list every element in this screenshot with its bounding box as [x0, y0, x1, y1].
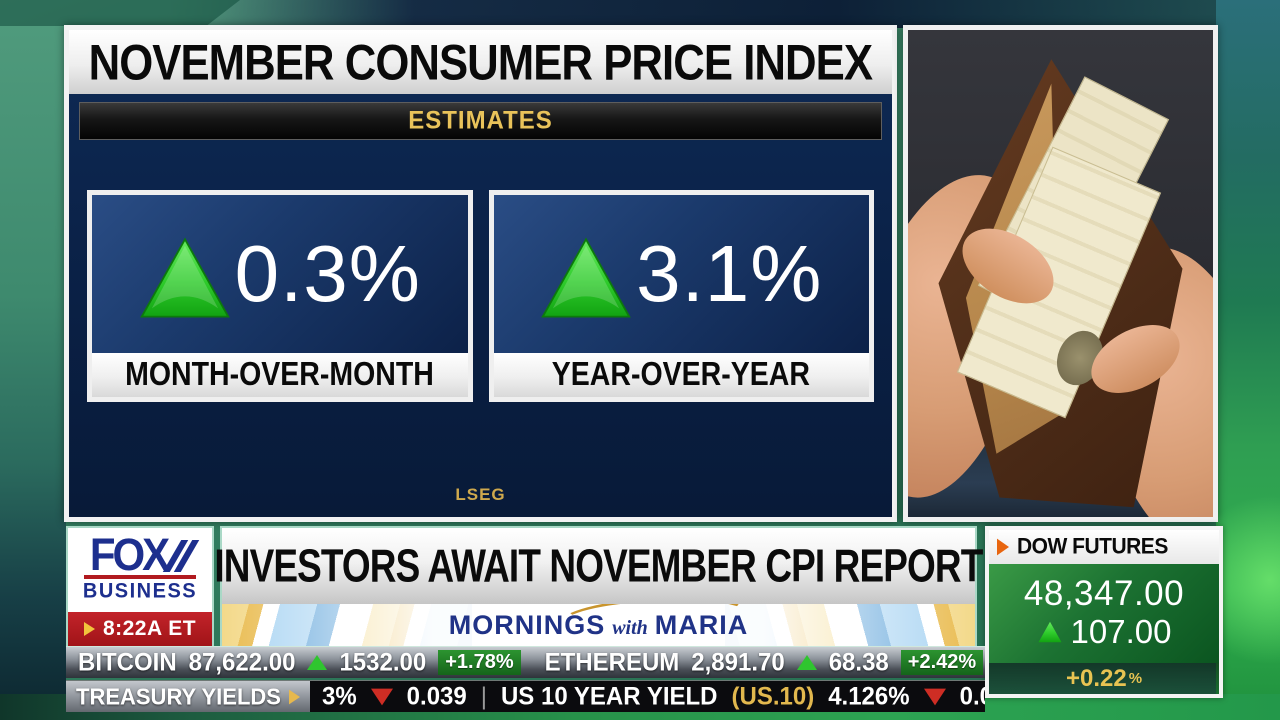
ticker-change: 1532.00 — [339, 647, 427, 677]
stat-value-area: 3.1% — [493, 195, 869, 353]
down-triangle-icon — [370, 688, 393, 705]
ticker-price: 87,622.00 — [188, 647, 296, 677]
ticker-symbol: ETHEREUM — [544, 647, 680, 677]
dow-futures-quote: 48,347.00 107.00 — [989, 564, 1219, 663]
treasury-ticker-label: TREASURY YIELDS — [66, 681, 310, 712]
background-left-column — [0, 26, 66, 698]
ticker-price: 2,891.70 — [691, 647, 785, 677]
headline-text: INVESTORS AWAIT NOVEMBER CPI REPORT — [214, 539, 983, 592]
dow-futures-label: DOW FUTURES — [1017, 534, 1168, 559]
up-triangle-icon — [541, 237, 631, 318]
ticker-percent-badge: +2.42% — [900, 650, 984, 675]
lower-third: INVESTORS AWAIT NOVEMBER CPI REPORT MORN… — [214, 526, 983, 648]
show-logo-part3: MARIA — [654, 609, 749, 640]
stat-label: YEAR-OVER-YEAR — [552, 356, 811, 393]
stat-year-over-year: 3.1% YEAR-OVER-YEAR — [488, 190, 874, 402]
treasury-ticker-row: TREASURY YIELDS 3% 0.039 | US 10 YEAR YI… — [66, 680, 985, 712]
dow-futures-value: 48,347.00 — [1023, 574, 1185, 614]
play-icon — [288, 689, 300, 704]
stat-value: 3.1% — [636, 229, 823, 318]
fox-wordmark: FOX — [89, 528, 170, 580]
dow-futures-change: 107.00 — [1070, 612, 1172, 650]
ten-year-yield-change: 0.033 — [959, 682, 985, 711]
show-logo-part2: with — [612, 616, 648, 639]
play-icon — [997, 538, 1009, 556]
stripe-fade — [222, 604, 975, 646]
stat-value-area: 0.3% — [92, 195, 468, 353]
fox-red-rule — [84, 575, 196, 580]
show-branding-band: MORNINGS with MARIA — [222, 604, 975, 646]
cpi-graphic-panel: NOVEMBER CONSUMER PRICE INDEX ESTIMATES … — [64, 25, 897, 522]
ticker-percent-badge: +1.78% — [438, 650, 521, 675]
ticker-entry-ethereum: ETHEREUM 2,891.70 68.38 +2.42% — [533, 647, 996, 678]
up-triangle-icon — [796, 655, 817, 670]
estimates-band: ESTIMATES — [79, 102, 882, 140]
stat-month-over-month: 0.3% MONTH-OVER-MONTH — [87, 190, 473, 402]
fox-business-logo: FOX BUSINESS — [68, 528, 212, 612]
stat-value: 0.3% — [234, 229, 421, 318]
wallet-photo — [903, 25, 1218, 522]
cpi-stats-row: 0.3% MONTH-OVER-MONTH 3.1% — [87, 190, 874, 402]
partial-yield-value: 3% — [321, 682, 357, 711]
ten-year-yield-name: US 10 YEAR YIELD — [500, 682, 718, 711]
dow-futures-header: DOW FUTURES — [989, 530, 1219, 564]
play-icon — [83, 622, 95, 636]
graphic-title: NOVEMBER CONSUMER PRICE INDEX — [88, 33, 873, 91]
ten-year-yield-code: (US.10) — [731, 682, 815, 711]
ticker-symbol: BITCOIN — [78, 647, 177, 677]
ten-year-yield-value: 4.126% — [828, 682, 910, 711]
up-triangle-icon — [139, 237, 230, 318]
background-top-strip — [170, 0, 1280, 28]
treasury-ticker-content: 3% 0.039 | US 10 YEAR YIELD (US.10) 4.12… — [310, 683, 985, 711]
dow-futures-percent-sign: % — [1128, 670, 1143, 687]
down-triangle-icon — [923, 688, 946, 705]
fox-business-bug: FOX BUSINESS 8:22A ET — [66, 526, 214, 648]
business-wordmark: BUSINESS — [82, 579, 198, 603]
ticker-pipe-divider: | — [480, 682, 487, 711]
timestamp: 8:22A ET — [102, 617, 197, 640]
show-logo: MORNINGS with MARIA — [449, 610, 749, 641]
headline-band: INVESTORS AWAIT NOVEMBER CPI REPORT — [214, 528, 983, 604]
stat-label: MONTH-OVER-MONTH — [125, 356, 435, 393]
crypto-ticker-row: BITCOIN 87,622.00 1532.00 +1.78% ETHEREU… — [66, 646, 985, 678]
partial-yield-change: 0.039 — [406, 682, 467, 711]
stat-label-band: YEAR-OVER-YEAR — [493, 353, 869, 397]
dow-futures-percent: +0.22 — [1065, 664, 1127, 692]
stat-label-band: MONTH-OVER-MONTH — [92, 353, 468, 397]
source-attribution: LSEG — [455, 485, 506, 504]
dow-futures-percent-band: +0.22 % — [989, 663, 1219, 694]
estimates-label: ESTIMATES — [408, 106, 553, 135]
timestamp-band: 8:22A ET — [68, 612, 212, 646]
dow-futures-panel: DOW FUTURES 48,347.00 107.00 +0.22 % — [985, 526, 1223, 698]
up-triangle-icon — [1038, 621, 1062, 643]
ticker-entry-bitcoin: BITCOIN 87,622.00 1532.00 +1.78% — [66, 647, 533, 678]
ticker-change: 68.38 — [828, 647, 889, 677]
show-logo-part1: MORNINGS — [448, 609, 606, 640]
up-triangle-icon — [307, 655, 328, 670]
graphic-title-band: NOVEMBER CONSUMER PRICE INDEX — [69, 30, 892, 94]
treasury-label-text: TREASURY YIELDS — [76, 682, 281, 710]
